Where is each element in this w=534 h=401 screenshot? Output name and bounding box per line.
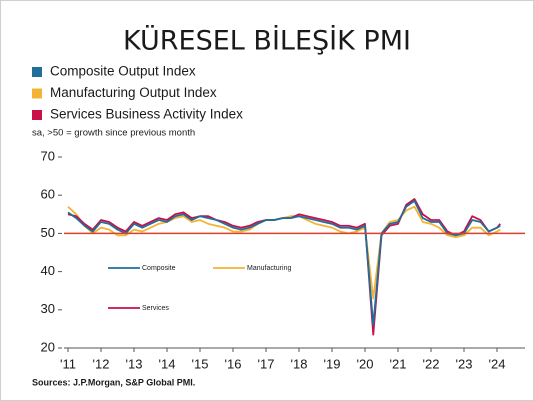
inline-legend-label: Composite	[142, 265, 176, 272]
y-tick-label: 20	[41, 339, 55, 354]
x-tick-label: '23	[456, 356, 473, 371]
y-tick-label: 50	[41, 225, 55, 240]
x-tick-label: '14	[159, 356, 176, 371]
y-tick-label: 40	[41, 263, 55, 278]
legend-swatch	[32, 88, 42, 99]
x-tick-label: '15	[192, 356, 209, 371]
legend-swatch	[32, 67, 42, 77]
legend-label: Services Business Activity Index	[50, 107, 243, 122]
inline-legend-label: Manufacturing	[247, 265, 291, 272]
x-tick-label: '22	[423, 356, 440, 371]
legend-label: Composite Output Index	[50, 64, 196, 79]
x-tick-label: '12	[93, 356, 110, 371]
x-tick-label: '11	[60, 356, 76, 371]
x-tick-label: '21	[390, 356, 407, 371]
x-tick-label: '24	[489, 356, 506, 371]
source: Sources: J.P.Morgan, S&P Global PMI.	[32, 377, 195, 387]
series-line	[67, 200, 501, 326]
series-line	[67, 205, 501, 300]
x-tick-label: '17	[258, 356, 275, 371]
x-tick-label: '18	[291, 356, 308, 371]
y-tick-label: 30	[41, 301, 55, 316]
subtitle: sa, >50 = growth since previous month	[32, 128, 195, 139]
x-tick-label: '19	[324, 356, 341, 371]
chart-title: KÜRESEL BİLEŞİK PMI	[123, 25, 411, 57]
legend-label: Manufacturing Output Index	[50, 85, 217, 100]
x-tick-label: '13	[126, 356, 143, 371]
x-tick-label: '16	[225, 356, 242, 371]
y-tick-label: 70	[41, 148, 55, 163]
x-tick-label: '20	[357, 356, 374, 371]
y-tick-label: 60	[41, 187, 55, 202]
inline-legend-label: Services	[142, 305, 169, 312]
legend-swatch	[32, 110, 42, 120]
